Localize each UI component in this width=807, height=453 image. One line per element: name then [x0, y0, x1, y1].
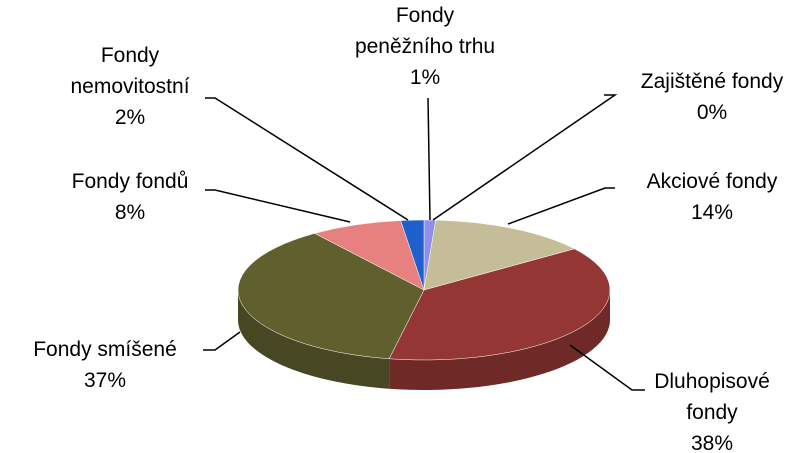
category-label: Fondy fondů	[71, 170, 189, 193]
slice	[313, 220, 425, 291]
slice	[388, 248, 611, 361]
slice	[400, 219, 425, 291]
value-label: 0%	[696, 101, 728, 124]
data-label: Akciové fondy 14%	[647, 166, 778, 228]
data-label: Fondy nemovitostní 2%	[60, 40, 200, 133]
value-label: 1%	[409, 66, 441, 89]
leader-line	[205, 97, 409, 221]
category-label: Akciové fondy	[646, 170, 778, 193]
data-label: Dluhopisové fondy 38%	[645, 366, 780, 453]
leader-line	[507, 187, 615, 225]
value-label: 38%	[690, 432, 734, 453]
slice	[423, 219, 576, 291]
category-label: Zajištěné fondy	[640, 70, 784, 93]
value-label: 14%	[690, 201, 734, 224]
data-label: Fondy smíšené 37%	[33, 334, 177, 396]
leader-line	[432, 94, 618, 221]
value-label: 2%	[114, 106, 146, 129]
value-label: 8%	[114, 201, 146, 224]
data-label: Fondy fondů 8%	[72, 166, 189, 228]
data-label: Zajištěné fondy 0%	[641, 66, 783, 128]
slice-side	[238, 290, 390, 389]
slice	[237, 233, 425, 360]
leader-line	[205, 189, 351, 223]
leader-line	[569, 344, 645, 391]
category-label: Fondy smíšené	[33, 338, 177, 361]
data-label: Fondy peněžního trhu 1%	[350, 0, 500, 93]
slice-side	[389, 290, 610, 390]
leader-line	[427, 97, 431, 221]
category-label: Dluhopisové fondy	[654, 370, 770, 424]
category-label: Fondy peněžního trhu	[354, 4, 496, 58]
leader-line	[203, 331, 241, 351]
category-label: Fondy nemovitostní	[70, 44, 190, 98]
value-label: 37%	[83, 369, 127, 392]
